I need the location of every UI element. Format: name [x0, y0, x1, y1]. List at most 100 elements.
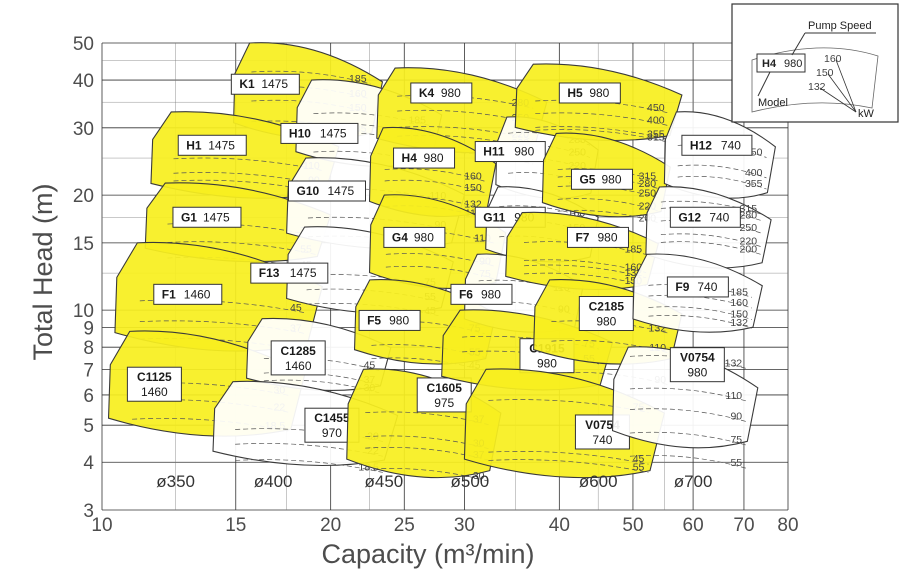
model-code: C1285 — [280, 344, 316, 358]
legend-model-speed: 980 — [784, 58, 802, 70]
model-speed: 980 — [424, 151, 444, 165]
legend-kw-value: 150 — [816, 67, 834, 79]
kw-curve-label: 45 — [290, 302, 302, 314]
legend-kw-label: kW — [858, 108, 875, 120]
kw-curve — [488, 459, 649, 473]
kw-curve-label: 355 — [647, 128, 665, 140]
kw-curve-label: 45 — [633, 453, 645, 465]
model-box — [450, 283, 513, 305]
kw-curve-label: 185 — [730, 286, 748, 298]
y-tick-label: 7 — [83, 360, 94, 381]
model-speed: 740 — [709, 210, 729, 224]
diameter-label: ø700 — [674, 472, 713, 491]
kw-curve — [535, 112, 669, 127]
model-code: V0754 — [680, 351, 715, 365]
kw-curve-label: 355 — [745, 178, 763, 190]
y-tick-label: 10 — [73, 301, 94, 322]
legend-pointer — [835, 59, 857, 113]
y-tick-label: 9 — [83, 319, 94, 340]
x-tick-label: 25 — [394, 515, 415, 536]
model-box — [566, 226, 629, 248]
model-code: H10 — [289, 126, 311, 140]
model-speed: 980 — [414, 230, 434, 244]
model-speed: 980 — [687, 366, 707, 380]
model-speed: 980 — [481, 287, 501, 301]
legend-model-box — [756, 53, 806, 73]
model-code: C2185 — [589, 300, 625, 314]
kw-curve — [629, 431, 747, 446]
model-code: F6 — [459, 287, 473, 301]
kw-curve-label: 90 — [730, 411, 742, 423]
model-box — [570, 168, 633, 190]
kw-curve — [629, 408, 747, 422]
kw-curve-label: 160 — [730, 297, 748, 309]
model-code: H1 — [186, 138, 202, 152]
kw-curve — [660, 233, 762, 247]
model-code: F9 — [675, 280, 689, 294]
x-tick-label: 30 — [454, 515, 475, 536]
y-tick-label: 40 — [73, 71, 94, 92]
kw-curve-label: 160 — [625, 262, 643, 274]
model-code: V0754 — [585, 418, 620, 432]
kw-curve — [251, 70, 371, 85]
model-box — [393, 147, 456, 169]
model-box — [172, 206, 242, 228]
x-tick-label: 80 — [777, 515, 798, 536]
kw-curve — [648, 315, 753, 329]
legend: H4 980 Pump Speed Model kW 160 150 132 — [731, 3, 899, 123]
model-box — [410, 82, 473, 104]
kw-curve — [535, 129, 669, 143]
pump-regions: 185160150135K114751109075H11475755545G11… — [107, 42, 776, 482]
model-box — [358, 309, 421, 331]
kw-curve-label: 315 — [647, 131, 665, 143]
kw-curve-label: 400 — [647, 115, 665, 127]
legend-pump-speed: Pump Speed — [808, 20, 872, 32]
y-tick-label: 50 — [73, 34, 94, 55]
kw-curve-label: 400 — [745, 167, 763, 179]
kw-curve-label: 150 — [464, 182, 482, 194]
x-tick-label: 10 — [91, 515, 112, 536]
model-code: K1 — [239, 77, 255, 91]
model-speed: 980 — [589, 86, 609, 100]
model-code: H12 — [690, 138, 712, 152]
model-box — [558, 82, 621, 104]
model-box — [578, 296, 634, 332]
x-tick-label: 60 — [683, 515, 704, 536]
diameter-label: ø400 — [254, 472, 293, 491]
y-tick-label: 8 — [83, 338, 94, 359]
x-tick-label: 50 — [622, 515, 643, 536]
model-speed: 740 — [721, 138, 741, 152]
model-speed: 1460 — [184, 287, 211, 301]
kw-curve-label: 280 — [639, 178, 657, 190]
kw-curve — [488, 399, 649, 413]
y-tick-label: 6 — [83, 386, 94, 407]
x-tick-label: 20 — [320, 515, 341, 536]
kw-curve — [173, 172, 324, 186]
kw-curve — [660, 200, 762, 215]
kw-curve — [371, 344, 485, 358]
pump-region: 160150132110H4980 — [368, 126, 497, 220]
legend-pointer — [791, 32, 806, 56]
legend-kw-value: 132 — [808, 81, 826, 93]
model-code: G12 — [678, 210, 701, 224]
model-box — [287, 180, 366, 202]
diameter-label: ø450 — [364, 472, 403, 491]
model-speed: 1460 — [141, 385, 168, 399]
model-code: C1455 — [314, 411, 350, 425]
y-tick-label: 4 — [83, 453, 94, 474]
model-box — [474, 141, 546, 163]
model-speed: 980 — [389, 313, 409, 327]
model-code: C1125 — [137, 370, 172, 384]
model-speed: 740 — [592, 433, 612, 447]
kw-curve-label: 30 — [473, 470, 485, 482]
diameter-label: ø350 — [156, 472, 195, 491]
model-code: G10 — [296, 184, 319, 198]
model-code: H4 — [402, 151, 418, 165]
model-speed: 740 — [697, 280, 717, 294]
kw-curve — [371, 357, 485, 372]
model-code: F13 — [259, 266, 280, 280]
